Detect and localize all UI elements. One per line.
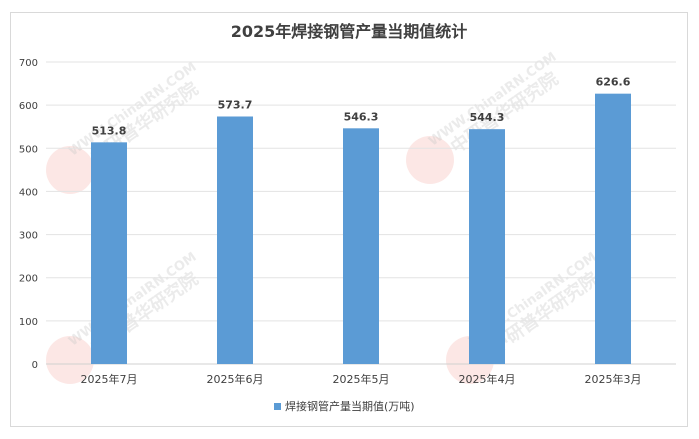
x-tick-label: 2025年3月 (585, 372, 642, 386)
chart-title: 2025年焊接钢管产量当期值统计 (231, 22, 468, 41)
y-tick-label: 200 (19, 274, 38, 285)
x-tick-label: 2025年4月 (459, 372, 516, 386)
legend-swatch (274, 403, 281, 410)
data-label: 626.6 (596, 76, 631, 89)
data-label: 544.3 (470, 111, 505, 124)
y-tick-label: 300 (19, 231, 38, 242)
bar (469, 129, 505, 364)
y-tick-label: 0 (32, 360, 38, 371)
watermark-logo (46, 146, 94, 194)
y-tick-label: 400 (19, 187, 38, 198)
bar (343, 128, 379, 364)
bar (217, 116, 253, 364)
y-tick-label: 500 (19, 144, 38, 155)
y-tick-label: 100 (19, 317, 38, 328)
data-label: 573.7 (218, 98, 253, 111)
x-tick-label: 2025年6月 (207, 372, 264, 386)
bar (91, 142, 127, 364)
data-label: 513.8 (92, 124, 127, 137)
bar (595, 93, 631, 364)
y-tick-label: 600 (19, 101, 38, 112)
y-tick-label: 700 (19, 58, 38, 69)
chart-frame (10, 12, 688, 427)
x-tick-label: 2025年7月 (81, 372, 138, 386)
watermark-logo (46, 336, 94, 384)
data-label: 546.3 (344, 110, 379, 123)
legend-label: 焊接钢管产量当期值(万吨) (285, 399, 415, 413)
x-tick-label: 2025年5月 (333, 372, 390, 386)
